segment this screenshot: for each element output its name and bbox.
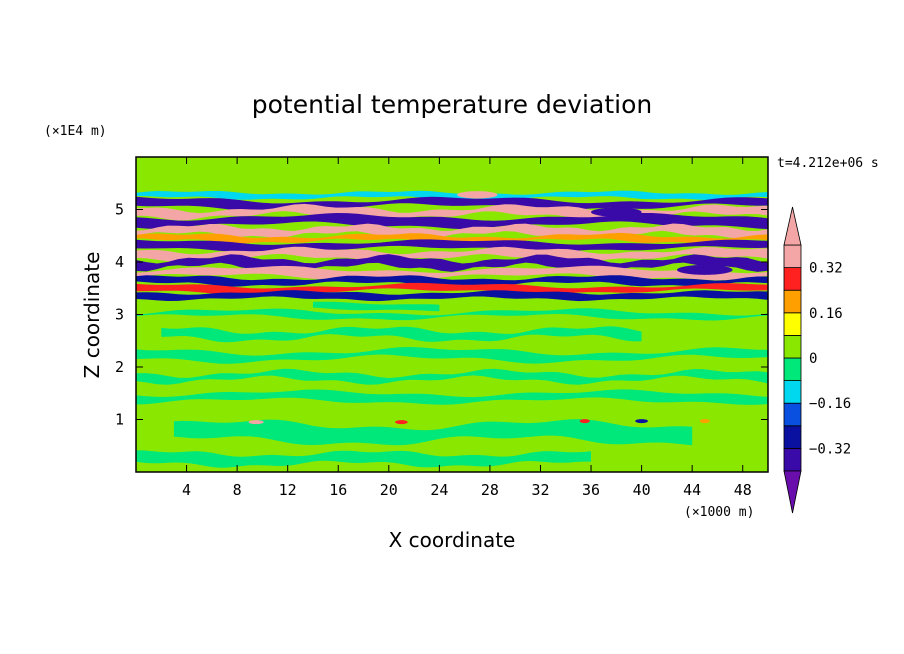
colorbar-segment: [783, 267, 802, 291]
x-tick-label: 36: [582, 481, 600, 499]
colorbar-segment: [783, 425, 802, 449]
x-tick-label: 12: [279, 481, 297, 499]
x-axis: 4 8 12 16 20 24 28 32 36 40 44 48: [182, 157, 752, 499]
x-unit-label: (×1000 m): [684, 505, 754, 520]
contour-band: [136, 213, 768, 230]
contour-band: [136, 223, 768, 239]
y-tick-label: 4: [115, 253, 124, 271]
colorbar-segment: [783, 334, 802, 359]
colorbar-label: −0.32: [809, 441, 851, 457]
y-tick-label: 2: [115, 358, 124, 376]
x-tick-label: 40: [633, 481, 651, 499]
colorbar-extend-min: [783, 470, 802, 514]
x-tick-label: 24: [430, 481, 448, 499]
x-tick-label: 44: [683, 481, 701, 499]
contour-spot: [395, 420, 408, 425]
contour-band: [136, 450, 591, 468]
contour-band: [136, 389, 768, 405]
colorbar-segment: [783, 312, 802, 336]
x-tick-label: 8: [233, 481, 242, 499]
colorbar-segment: [783, 402, 802, 427]
contour-band: [136, 368, 768, 385]
chart-title: potential temperature deviation: [252, 90, 652, 119]
contour-spot: [248, 420, 264, 425]
x-axis-label: X coordinate: [389, 528, 516, 552]
colorbar-segment: [783, 380, 802, 404]
y-tick-label: 5: [115, 201, 124, 219]
colorbar-segment: [783, 357, 802, 382]
contour-spot: [591, 207, 642, 217]
colorbar-extend-max: [783, 206, 802, 246]
x-tick-label: 28: [481, 481, 499, 499]
y-tick-label: 1: [115, 411, 124, 429]
y-axis-label: Z coordinate: [80, 252, 104, 379]
colorbar-label: 0: [809, 351, 817, 367]
contour-spot: [579, 419, 590, 424]
contour-plot-area: [136, 157, 768, 472]
colorbar-segment: [783, 447, 802, 472]
x-tick-label: 48: [734, 481, 752, 499]
contour-spot: [457, 191, 498, 199]
y-axis: 1 2 3 4 5: [115, 201, 768, 429]
contour-spot: [676, 264, 733, 275]
colorbar-segment: [783, 289, 802, 314]
contour-band: [136, 308, 768, 321]
contour-band: [136, 347, 768, 364]
colorbar-label: 0.32: [809, 261, 843, 277]
contour-band: [136, 246, 768, 262]
colorbar-label: −0.16: [809, 396, 851, 412]
contour-band: [161, 326, 642, 343]
contour-band: [173, 419, 693, 446]
contour-band: [136, 290, 768, 302]
time-label: t=4.212e+06 s: [777, 156, 879, 171]
x-tick-label: 16: [329, 481, 347, 499]
contour-band: [136, 275, 768, 287]
contour-spot: [635, 419, 648, 424]
contour-band: [136, 232, 768, 244]
contour-band: [313, 301, 440, 312]
colorbar-label: 0.16: [809, 306, 843, 322]
y-unit-label: (×1E4 m): [44, 124, 107, 139]
colorbar: 0.32 0.16 0 −0.16 −0.32: [783, 206, 851, 514]
colorbar-segment: [783, 244, 802, 269]
y-tick-label: 3: [115, 306, 124, 324]
contour-band: [136, 190, 768, 200]
x-tick-label: 20: [380, 481, 398, 499]
x-tick-label: 32: [531, 481, 549, 499]
contour-spot: [699, 419, 710, 424]
x-tick-label: 4: [182, 481, 191, 499]
